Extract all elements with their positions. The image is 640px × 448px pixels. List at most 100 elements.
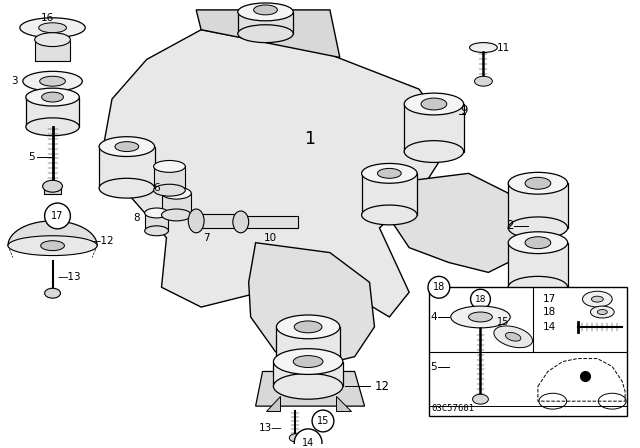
Ellipse shape bbox=[20, 18, 85, 38]
Ellipse shape bbox=[273, 349, 343, 375]
Text: 17: 17 bbox=[543, 294, 556, 304]
Ellipse shape bbox=[273, 374, 343, 399]
FancyBboxPatch shape bbox=[508, 243, 568, 287]
FancyBboxPatch shape bbox=[161, 193, 191, 215]
Ellipse shape bbox=[161, 187, 191, 199]
Ellipse shape bbox=[42, 92, 63, 102]
Text: 18: 18 bbox=[543, 307, 556, 317]
FancyBboxPatch shape bbox=[241, 216, 298, 228]
Polygon shape bbox=[255, 371, 365, 406]
Ellipse shape bbox=[38, 23, 67, 33]
Text: 7: 7 bbox=[203, 233, 209, 243]
Text: —13: —13 bbox=[58, 272, 81, 282]
Ellipse shape bbox=[474, 76, 492, 86]
Ellipse shape bbox=[470, 43, 497, 52]
FancyBboxPatch shape bbox=[196, 214, 241, 228]
Circle shape bbox=[428, 276, 450, 298]
Ellipse shape bbox=[115, 142, 139, 151]
Ellipse shape bbox=[238, 25, 293, 43]
Ellipse shape bbox=[41, 241, 65, 250]
Ellipse shape bbox=[35, 33, 70, 47]
Text: 11: 11 bbox=[496, 43, 509, 52]
Polygon shape bbox=[8, 221, 97, 246]
Ellipse shape bbox=[525, 237, 551, 249]
Ellipse shape bbox=[591, 306, 614, 318]
Ellipse shape bbox=[404, 93, 463, 115]
FancyBboxPatch shape bbox=[404, 104, 463, 151]
Text: 12: 12 bbox=[374, 380, 390, 393]
Text: 5: 5 bbox=[430, 362, 437, 371]
Text: 3: 3 bbox=[12, 76, 18, 86]
Ellipse shape bbox=[378, 168, 401, 178]
Polygon shape bbox=[102, 30, 454, 317]
Text: 8: 8 bbox=[133, 213, 140, 223]
Text: 15: 15 bbox=[497, 317, 509, 327]
Ellipse shape bbox=[276, 360, 340, 383]
FancyBboxPatch shape bbox=[154, 166, 186, 190]
FancyBboxPatch shape bbox=[145, 213, 168, 231]
Text: 10: 10 bbox=[264, 233, 277, 243]
Ellipse shape bbox=[45, 288, 60, 298]
Ellipse shape bbox=[494, 326, 532, 348]
FancyBboxPatch shape bbox=[44, 186, 61, 194]
Circle shape bbox=[294, 429, 322, 448]
Ellipse shape bbox=[597, 310, 607, 314]
Ellipse shape bbox=[404, 141, 463, 163]
Ellipse shape bbox=[238, 3, 293, 21]
FancyBboxPatch shape bbox=[362, 173, 417, 215]
FancyBboxPatch shape bbox=[273, 362, 343, 386]
Text: 2: 2 bbox=[506, 220, 513, 233]
Polygon shape bbox=[266, 396, 280, 411]
Text: 5: 5 bbox=[28, 151, 35, 162]
Ellipse shape bbox=[582, 291, 612, 307]
Ellipse shape bbox=[451, 306, 510, 328]
Ellipse shape bbox=[468, 312, 492, 322]
Ellipse shape bbox=[421, 98, 447, 110]
Ellipse shape bbox=[99, 137, 155, 156]
Ellipse shape bbox=[362, 164, 417, 183]
Polygon shape bbox=[249, 243, 374, 366]
Bar bbox=[429, 287, 627, 416]
Ellipse shape bbox=[188, 209, 204, 233]
Ellipse shape bbox=[362, 205, 417, 225]
Ellipse shape bbox=[293, 356, 323, 367]
FancyBboxPatch shape bbox=[99, 146, 155, 188]
Text: 16: 16 bbox=[41, 13, 54, 23]
Text: 4: 4 bbox=[430, 312, 437, 322]
Ellipse shape bbox=[506, 332, 521, 341]
Ellipse shape bbox=[145, 226, 168, 236]
Ellipse shape bbox=[154, 184, 186, 196]
Circle shape bbox=[312, 410, 334, 432]
Text: 13—: 13— bbox=[259, 423, 282, 433]
FancyBboxPatch shape bbox=[508, 183, 568, 228]
Text: 18: 18 bbox=[433, 282, 445, 292]
Ellipse shape bbox=[99, 178, 155, 198]
Ellipse shape bbox=[508, 217, 568, 239]
Ellipse shape bbox=[26, 118, 79, 136]
Ellipse shape bbox=[253, 5, 277, 15]
Ellipse shape bbox=[508, 172, 568, 194]
FancyBboxPatch shape bbox=[35, 39, 70, 61]
Ellipse shape bbox=[26, 88, 79, 106]
Polygon shape bbox=[196, 10, 340, 57]
Polygon shape bbox=[389, 173, 528, 272]
Text: 14: 14 bbox=[302, 438, 314, 448]
FancyBboxPatch shape bbox=[26, 97, 79, 127]
Ellipse shape bbox=[23, 71, 83, 91]
Text: 1: 1 bbox=[305, 129, 316, 148]
Polygon shape bbox=[336, 396, 351, 411]
Text: 18: 18 bbox=[475, 295, 486, 304]
Circle shape bbox=[45, 203, 70, 229]
Ellipse shape bbox=[145, 208, 168, 218]
Text: 03C57601: 03C57601 bbox=[431, 404, 474, 413]
Ellipse shape bbox=[591, 296, 604, 302]
Ellipse shape bbox=[43, 180, 63, 192]
Ellipse shape bbox=[508, 232, 568, 254]
Ellipse shape bbox=[276, 315, 340, 339]
Ellipse shape bbox=[233, 211, 249, 233]
Ellipse shape bbox=[508, 276, 568, 298]
Text: —12: —12 bbox=[90, 236, 114, 246]
Text: 9: 9 bbox=[461, 104, 468, 117]
FancyBboxPatch shape bbox=[238, 12, 293, 34]
Ellipse shape bbox=[8, 236, 97, 255]
